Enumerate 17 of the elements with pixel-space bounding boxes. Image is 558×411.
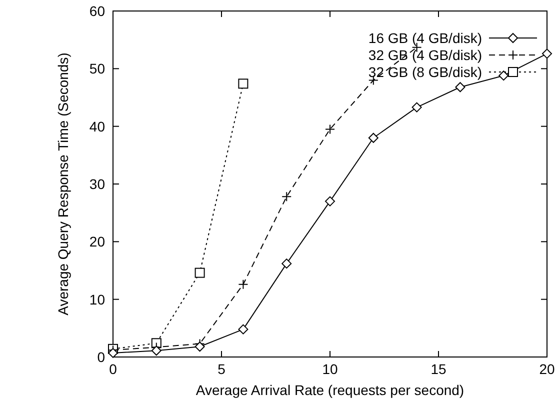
x-tick-label: 5 [218, 361, 226, 377]
x-tick-label: 20 [539, 361, 555, 377]
y-tick-label: 50 [89, 60, 106, 77]
y-tick-label: 0 [97, 349, 106, 365]
y-tick-label: 20 [89, 234, 106, 250]
y-tick-label: 60 [89, 3, 106, 19]
y-axis-title: Average Query Response Time (Seconds) [55, 52, 71, 316]
legend-label: 32 GB (8 GB/disk) [368, 64, 482, 80]
y-tick-label: 30 [89, 176, 106, 192]
y-tick-label: 40 [89, 118, 106, 134]
legend-label: 32 GB (4 GB/disk) [368, 47, 482, 63]
legend-label: 16 GB (4 GB/disk) [368, 30, 482, 46]
x-tick-label: 15 [430, 361, 446, 377]
x-axis-title: Average Arrival Rate (requests per second) [196, 382, 464, 398]
x-tick-label: 0 [109, 361, 118, 377]
x-tick-label: 10 [322, 361, 338, 377]
y-tick-label: 10 [89, 291, 106, 308]
